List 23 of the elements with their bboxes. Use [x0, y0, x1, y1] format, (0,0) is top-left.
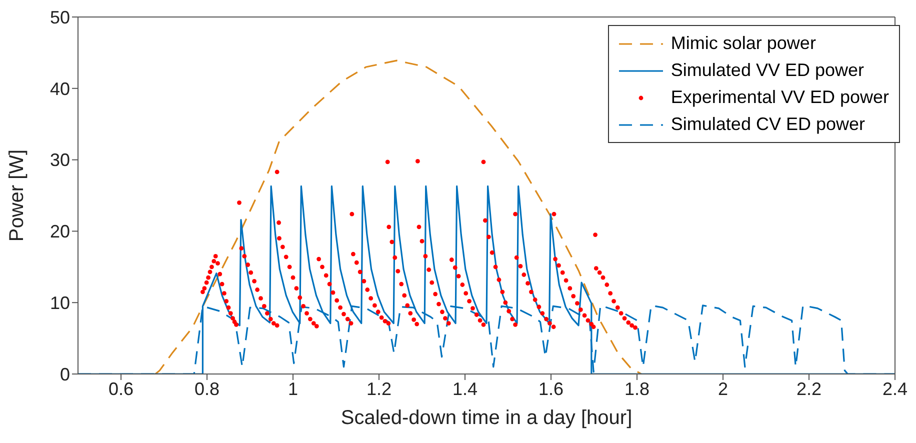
x-tick-label: 2.4 [882, 378, 908, 399]
x-tick-label: 1.8 [624, 378, 650, 399]
legend-label: Simulated CV ED power [670, 114, 865, 135]
y-tick-label: 20 [50, 222, 70, 242]
y-tick-label: 30 [50, 150, 70, 170]
y-tick-label: 50 [50, 7, 70, 28]
legend-label: Mimic solar power [670, 33, 816, 54]
x-tick-label: 1 [288, 378, 298, 399]
y-tick-label: 40 [50, 78, 70, 99]
y-tick-label: 0 [60, 364, 70, 384]
x-tick-label: 0.6 [108, 378, 134, 399]
legend-label: Simulated VV ED power [670, 60, 864, 81]
y-axis-title: Power [W] [6, 149, 28, 242]
x-tick-label: 2 [718, 378, 728, 399]
legend-label: Experimental VV ED power [670, 87, 889, 108]
x-axis-title: Scaled-down time in a day [hour] [340, 407, 632, 429]
x-tick-label: 1.4 [452, 378, 478, 399]
x-tick-label: 0.8 [194, 378, 220, 399]
x-tick-label: 1.6 [538, 378, 564, 399]
line-series [154, 60, 642, 374]
x-tick-label: 1.2 [366, 378, 392, 399]
y-tick-label: 10 [50, 292, 70, 313]
x-tick-label: 2.2 [796, 378, 822, 399]
